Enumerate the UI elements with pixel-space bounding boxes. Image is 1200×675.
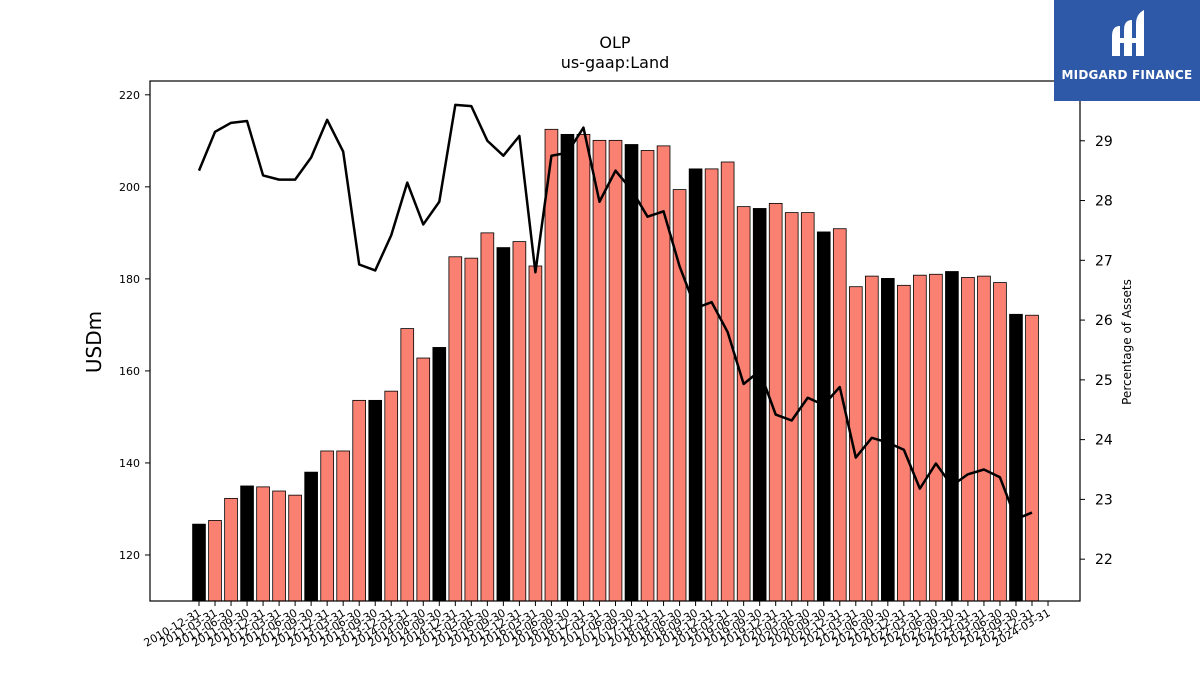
bar-2017-09-30 (624, 144, 639, 602)
bar-2013-06-30 (352, 399, 366, 602)
bar-2011-12-31 (256, 486, 270, 602)
bar-2016-09-30 (560, 133, 575, 602)
bar-2020-09-30 (816, 231, 831, 602)
y2-tick-label: 23 (1095, 492, 1113, 508)
bar-2023-06-30 (993, 282, 1007, 602)
bar-2016-12-31 (576, 133, 591, 602)
y2-tick-label: 24 (1095, 433, 1113, 449)
y2-tick-label: 25 (1095, 373, 1113, 389)
bar-2021-09-30 (881, 278, 895, 602)
bar-2020-06-30 (800, 212, 815, 602)
y2-axis-label: Percentage of Assets (1120, 279, 1134, 405)
bar-2014-12-31 (448, 256, 463, 602)
y-tick-label: 180 (119, 273, 140, 286)
bar-2018-12-31 (704, 168, 719, 602)
bar-2014-06-30 (416, 357, 431, 602)
y-tick-label: 120 (119, 549, 140, 562)
bar-2017-03-31 (592, 139, 607, 602)
bar-2021-12-31 (897, 284, 911, 602)
axes-layer: 12014016018020022022232425262728292010-1… (119, 80, 1113, 650)
bar-2018-09-30 (688, 168, 703, 602)
bar-2010-12-31 (192, 523, 206, 602)
bar-2022-09-30 (945, 271, 959, 602)
y-tick-label: 200 (119, 181, 140, 194)
y2-tick-label: 26 (1095, 313, 1113, 329)
bar-2023-12-31 (1025, 314, 1039, 602)
brand-logo-text: MIDGARD FINANCE (1061, 68, 1193, 82)
bar-2019-09-30 (752, 208, 767, 602)
bar-2020-03-31 (784, 212, 799, 602)
bar-2013-03-31 (336, 450, 350, 602)
bar-2023-09-30 (1009, 313, 1023, 602)
bar-2017-06-30 (608, 139, 623, 602)
bar-2022-06-30 (929, 273, 943, 602)
bar-2011-09-30 (240, 485, 254, 602)
bar-2015-09-30 (496, 247, 511, 602)
y2-tick-label: 28 (1095, 194, 1113, 210)
bar-2017-12-31 (640, 150, 655, 602)
bar-2019-03-31 (720, 161, 735, 602)
bar-2021-03-31 (848, 286, 863, 602)
bar-2012-09-30 (304, 471, 318, 602)
y2-tick-label: 22 (1095, 552, 1113, 568)
bar-2011-06-30 (224, 497, 238, 602)
chart-title: OLP (599, 33, 631, 52)
bar-2013-09-30 (368, 399, 383, 602)
bar-2014-03-31 (400, 328, 415, 602)
bar-2011-03-31 (208, 520, 222, 602)
bar-2015-06-30 (480, 232, 495, 602)
pct-of-assets-line (197, 103, 1033, 521)
bar-2016-06-30 (544, 128, 559, 602)
y2-tick-label: 29 (1095, 134, 1113, 150)
brand-logo: MIDGARD FINANCE (1054, 0, 1200, 101)
bar-2013-12-31 (384, 390, 399, 602)
bars-layer (192, 128, 1039, 602)
bar-2012-03-31 (272, 490, 286, 602)
bar-2014-09-30 (432, 347, 447, 602)
y2-tick-label: 27 (1095, 253, 1113, 269)
y-tick-label: 220 (119, 89, 140, 102)
bar-2022-12-31 (961, 277, 975, 602)
line-layer (197, 103, 1033, 521)
bar-2012-06-30 (288, 494, 302, 602)
bar-2015-03-31 (464, 257, 479, 602)
chart-subtitle: us-gaap:Land (561, 53, 670, 72)
bar-2023-03-31 (977, 275, 991, 602)
bar-2022-03-31 (913, 274, 927, 602)
brand-logo-mark-icon (1112, 10, 1144, 56)
bar-2020-12-31 (832, 228, 847, 602)
bar-2012-12-31 (320, 450, 334, 602)
bar-2016-03-31 (528, 265, 543, 602)
bar-2015-12-31 (512, 241, 527, 602)
y-tick-label: 160 (119, 365, 140, 378)
y-axis-label: USDm (82, 311, 106, 373)
bar-2019-06-30 (736, 206, 751, 602)
y-tick-label: 140 (119, 457, 140, 470)
